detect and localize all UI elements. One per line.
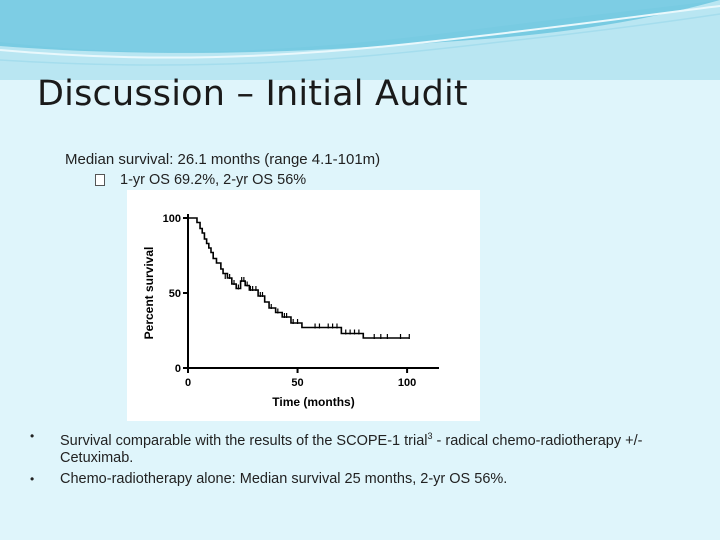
median-survival-text: Median survival: 26.1 months (range 4.1-…	[65, 151, 381, 168]
x-tick-label: 0	[185, 377, 191, 389]
bullet-2-text: Chemo-radiotherapy alone: Median surviva…	[60, 470, 508, 487]
bullet-dot-icon: •	[30, 471, 35, 486]
x-tick-label: 50	[291, 377, 303, 389]
x-tick-label: 100	[398, 377, 416, 389]
y-tick-label: 100	[163, 213, 181, 225]
header-wave-decoration	[0, 0, 720, 80]
slide-title: Discussion – Initial Audit	[37, 74, 468, 114]
y-tick-label: 0	[175, 363, 181, 375]
checkbox-bullet-icon	[95, 174, 105, 186]
survival-chart-panel: 0 50 100 0 50 100 Time (months) Percent surviva…	[127, 190, 480, 421]
sub-bullet: 1-yr OS 69.2%, 2-yr OS 56%	[95, 172, 306, 188]
bullet-list: • Survival comparable with the results o…	[30, 428, 690, 492]
x-axis-title: Time (months)	[272, 395, 354, 409]
bullet-1-superscript: 3	[427, 431, 433, 441]
bullet-item-1: • Survival comparable with the results o…	[30, 428, 690, 467]
wave-band-mid	[0, 5, 720, 59]
wave-band-dark	[0, 0, 720, 53]
wave-band-mid-2	[0, 13, 720, 66]
y-axis-title: Percent survival	[142, 247, 156, 340]
os-rates-text: 1-yr OS 69.2%, 2-yr OS 56%	[120, 172, 307, 188]
bullet-1-text: Survival comparable with the results of …	[60, 432, 428, 449]
y-tick-label: 50	[169, 288, 181, 300]
bullet-item-2: • Chemo-radiotherapy alone: Median survi…	[30, 471, 690, 488]
bullet-dot-icon: •	[30, 429, 35, 443]
bullet-1-text-after: - radical chemo-radiotherapy +/- Cetuxim…	[60, 432, 643, 466]
survival-chart: 0 50 100 0 50 100 Time (months) Percent surviva…	[142, 213, 439, 409]
survival-curve-line	[188, 217, 410, 339]
wave-band-light	[0, 0, 720, 80]
